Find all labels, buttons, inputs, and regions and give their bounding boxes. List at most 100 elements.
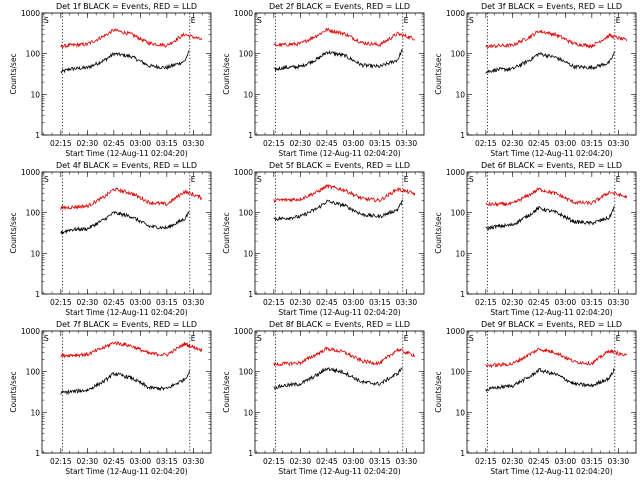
- y-tick-label: 100: [26, 209, 41, 218]
- start-marker-label: S: [469, 175, 474, 184]
- start-marker-label: S: [44, 334, 49, 343]
- x-tick-label: 02:15: [50, 457, 72, 466]
- plot-frame: [41, 171, 212, 295]
- events-series-line: [60, 210, 190, 236]
- events-series-line: [273, 367, 403, 390]
- panel-title: Det 5f BLACK = Events, RED = LLD: [269, 161, 410, 170]
- events-series-line: [273, 48, 403, 73]
- events-series-line: [60, 50, 190, 74]
- x-tick-label: 02:30: [77, 139, 99, 148]
- x-tick-label: 02:45: [316, 298, 338, 307]
- x-tick-label: 03:00: [130, 457, 152, 466]
- lld-series-line: [60, 187, 203, 211]
- start-marker-label: S: [469, 334, 474, 343]
- x-tick-label: 02:15: [263, 298, 285, 307]
- y-tick-label: 100: [239, 368, 254, 377]
- panel-title: Det 4f BLACK = Events, RED = LLD: [56, 161, 197, 170]
- panel-title: Det 2f BLACK = Events, RED = LLD: [269, 2, 410, 11]
- panel-1: Det 1f BLACK = Events, RED = LLD 1 10 100 10…: [9, 2, 212, 158]
- y-tick-label: 1000: [446, 327, 465, 336]
- start-marker-label: S: [44, 175, 49, 184]
- panel-5: Det 5f BLACK = Events, RED = LLD 1 10 100 10…: [222, 161, 425, 317]
- x-axis-label: Start Time (12-Aug-11 02:04:20): [278, 149, 400, 158]
- y-tick-label: 100: [451, 50, 466, 59]
- end-marker-label: E: [191, 334, 196, 343]
- panel-title: Det 9f BLACK = Events, RED = LLD: [481, 320, 622, 329]
- panel-6: Det 6f BLACK = Events, RED = LLD 1 10 100 10…: [434, 161, 637, 317]
- x-tick-label: 03:15: [581, 298, 603, 307]
- plot-frame: [466, 330, 637, 454]
- x-tick-label: 03:15: [156, 457, 178, 466]
- y-tick-label: 100: [451, 209, 466, 218]
- x-tick-label: 03:00: [343, 457, 365, 466]
- x-axis-label: Start Time (12-Aug-11 02:04:20): [278, 467, 400, 476]
- y-tick-label: 1: [35, 449, 40, 458]
- x-tick-label: 02:30: [502, 298, 524, 307]
- y-tick-label: 10: [30, 249, 40, 258]
- y-tick-label: 100: [26, 50, 41, 59]
- x-tick-label: 03:15: [369, 298, 391, 307]
- y-tick-label: 100: [26, 368, 41, 377]
- events-series-line: [485, 367, 615, 393]
- panel-3: Det 3f BLACK = Events, RED = LLD 1 10 100 10…: [434, 2, 637, 158]
- y-axis-label: Counts/sec: [434, 212, 443, 253]
- panel-9: Det 9f BLACK = Events, RED = LLD 1 10 100 10…: [434, 320, 637, 476]
- y-tick-label: 1: [35, 131, 40, 140]
- lld-series-line: [273, 183, 416, 203]
- y-tick-label: 10: [243, 90, 253, 99]
- start-marker-label: S: [469, 16, 474, 25]
- start-marker-label: S: [257, 334, 262, 343]
- plot-frame: [41, 330, 212, 454]
- x-tick-label: 03:00: [555, 457, 577, 466]
- x-tick-label: 03:30: [183, 298, 205, 307]
- y-tick-label: 10: [455, 408, 465, 417]
- y-tick-label: 1000: [21, 327, 40, 336]
- y-tick-label: 1: [460, 449, 465, 458]
- x-tick-label: 02:15: [263, 457, 285, 466]
- panel-4: Det 4f BLACK = Events, RED = LLD 1 10 100 10…: [9, 161, 212, 317]
- x-tick-label: 03:00: [555, 298, 577, 307]
- x-tick-label: 03:15: [369, 457, 391, 466]
- y-tick-label: 1000: [234, 168, 253, 177]
- x-axis-label: Start Time (12-Aug-11 02:04:20): [490, 149, 612, 158]
- y-axis-label: Counts/sec: [222, 212, 231, 253]
- lld-series-line: [485, 347, 628, 369]
- lld-series-line: [273, 346, 416, 367]
- x-tick-label: 02:45: [528, 139, 550, 148]
- end-marker-label: E: [191, 16, 196, 25]
- y-axis-label: Counts/sec: [9, 371, 18, 412]
- y-tick-label: 1000: [446, 168, 465, 177]
- x-tick-label: 03:30: [396, 457, 418, 466]
- end-marker-label: E: [191, 175, 196, 184]
- x-tick-label: 02:15: [50, 298, 72, 307]
- x-axis-label: Start Time (12-Aug-11 02:04:20): [278, 308, 400, 317]
- x-tick-label: 02:30: [77, 457, 99, 466]
- panel-title: Det 1f BLACK = Events, RED = LLD: [56, 2, 197, 11]
- x-tick-label: 02:15: [475, 457, 497, 466]
- end-marker-label: E: [404, 334, 409, 343]
- y-tick-label: 1000: [234, 9, 253, 18]
- panel-7: Det 7f BLACK = Events, RED = LLD 1 10 100 10…: [9, 320, 212, 476]
- panel-2: Det 2f BLACK = Events, RED = LLD 1 10 100 10…: [222, 2, 425, 158]
- panel-title: Det 6f BLACK = Events, RED = LLD: [481, 161, 622, 170]
- x-tick-label: 02:45: [103, 298, 125, 307]
- y-axis-label: Counts/sec: [434, 371, 443, 412]
- panel-title: Det 7f BLACK = Events, RED = LLD: [56, 320, 197, 329]
- panel-8: Det 8f BLACK = Events, RED = LLD 1 10 100 10…: [222, 320, 425, 476]
- x-tick-label: 02:45: [316, 139, 338, 148]
- events-series-line: [273, 199, 403, 222]
- y-axis-label: Counts/sec: [222, 371, 231, 412]
- x-tick-label: 02:15: [50, 139, 72, 148]
- events-series-line: [485, 51, 615, 74]
- x-axis-label: Start Time (12-Aug-11 02:04:20): [490, 308, 612, 317]
- y-tick-label: 1: [460, 290, 465, 299]
- events-series-line: [485, 205, 615, 231]
- x-axis-label: Start Time (12-Aug-11 02:04:20): [65, 308, 187, 317]
- x-tick-label: 02:45: [316, 457, 338, 466]
- y-tick-label: 1000: [234, 327, 253, 336]
- x-tick-label: 02:15: [263, 139, 285, 148]
- x-tick-label: 03:15: [156, 298, 178, 307]
- lld-series-line: [60, 28, 203, 50]
- y-tick-label: 1000: [21, 9, 40, 18]
